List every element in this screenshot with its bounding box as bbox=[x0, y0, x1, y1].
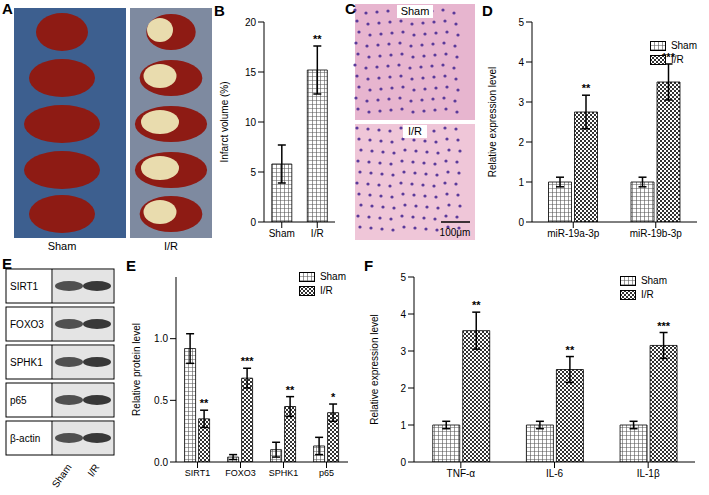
svg-text:SPHK1: SPHK1 bbox=[10, 357, 43, 368]
svg-text:p65: p65 bbox=[10, 395, 27, 406]
svg-text:2: 2 bbox=[518, 137, 524, 148]
html-text:D: D bbox=[482, 2, 493, 19]
svg-text:Relative expression level: Relative expression level bbox=[369, 314, 380, 425]
svg-text:**: ** bbox=[472, 299, 481, 311]
svg-text:I/R: I/R bbox=[311, 228, 324, 239]
svg-text:miR-19a-3p: miR-19a-3p bbox=[547, 228, 600, 239]
svg-text:miR-19b-3p: miR-19b-3p bbox=[630, 228, 683, 239]
svg-text:1: 1 bbox=[400, 420, 406, 431]
svg-text:Sham: Sham bbox=[269, 228, 295, 239]
html-text:E: E bbox=[2, 255, 12, 272]
svg-text:FOXO3: FOXO3 bbox=[10, 319, 44, 330]
svg-text:1.0: 1.0 bbox=[154, 333, 168, 344]
svg-text:0: 0 bbox=[518, 217, 524, 228]
svg-text:100μm: 100μm bbox=[440, 227, 471, 238]
svg-text:β-actin: β-actin bbox=[10, 433, 40, 444]
svg-text:4: 4 bbox=[518, 57, 524, 68]
svg-text:FOXO3: FOXO3 bbox=[225, 468, 256, 478]
html-text:E: E bbox=[126, 257, 136, 274]
svg-text:**: ** bbox=[200, 397, 209, 409]
svg-text:0: 0 bbox=[400, 457, 406, 468]
svg-text:4: 4 bbox=[400, 309, 406, 320]
svg-text:Sham: Sham bbox=[50, 462, 74, 490]
svg-text:2: 2 bbox=[400, 383, 406, 394]
svg-text:**: ** bbox=[582, 82, 591, 94]
html-text:I/R: I/R bbox=[670, 54, 684, 65]
html-text:B: B bbox=[214, 2, 225, 19]
svg-text:TNF-α: TNF-α bbox=[447, 468, 476, 479]
svg-text:**: ** bbox=[566, 344, 575, 356]
svg-text:5: 5 bbox=[250, 167, 256, 178]
html-text:Sham: Sham bbox=[319, 271, 346, 282]
svg-text:0.5: 0.5 bbox=[154, 395, 168, 406]
svg-text:Sham: Sham bbox=[401, 5, 430, 17]
svg-text:IL-6: IL-6 bbox=[546, 468, 564, 479]
svg-text:I/R: I/R bbox=[164, 240, 178, 252]
html-text:Sham: Sham bbox=[640, 275, 667, 286]
svg-text:15: 15 bbox=[245, 67, 257, 78]
svg-text:5: 5 bbox=[400, 272, 406, 283]
svg-text:**: ** bbox=[286, 384, 295, 396]
svg-text:Infarct volume (%): Infarct volume (%) bbox=[219, 81, 230, 162]
svg-text:0: 0 bbox=[250, 217, 256, 228]
svg-text:10: 10 bbox=[245, 117, 257, 128]
svg-text:p65: p65 bbox=[319, 468, 334, 478]
svg-text:Relative protein level: Relative protein level bbox=[131, 323, 142, 416]
svg-text:SIRT1: SIRT1 bbox=[185, 468, 210, 478]
html-text:I/R: I/R bbox=[319, 285, 333, 296]
svg-text:SIRT1: SIRT1 bbox=[10, 281, 39, 292]
svg-text:**: ** bbox=[313, 33, 322, 45]
svg-text:3: 3 bbox=[400, 346, 406, 357]
svg-text:SPHK1: SPHK1 bbox=[269, 468, 299, 478]
svg-text:3: 3 bbox=[518, 97, 524, 108]
html-text:C: C bbox=[345, 0, 356, 17]
svg-text:20: 20 bbox=[245, 17, 257, 28]
svg-text:I/R: I/R bbox=[85, 462, 101, 479]
svg-text:5: 5 bbox=[518, 17, 524, 28]
html-text:I/R: I/R bbox=[640, 289, 654, 300]
svg-text:1: 1 bbox=[518, 177, 524, 188]
svg-text:*: * bbox=[331, 391, 336, 403]
svg-text:I/R: I/R bbox=[408, 125, 422, 137]
html-text:F: F bbox=[364, 257, 374, 274]
html-text:Sham: Sham bbox=[670, 40, 697, 51]
svg-text:***: *** bbox=[241, 355, 255, 367]
svg-text:0.0: 0.0 bbox=[154, 457, 168, 468]
svg-text:Sham: Sham bbox=[48, 240, 77, 252]
svg-text:Relative expression level: Relative expression level bbox=[487, 67, 498, 178]
html-text:A: A bbox=[2, 0, 13, 17]
svg-text:***: *** bbox=[657, 320, 671, 332]
svg-text:IL-1β: IL-1β bbox=[637, 468, 660, 479]
